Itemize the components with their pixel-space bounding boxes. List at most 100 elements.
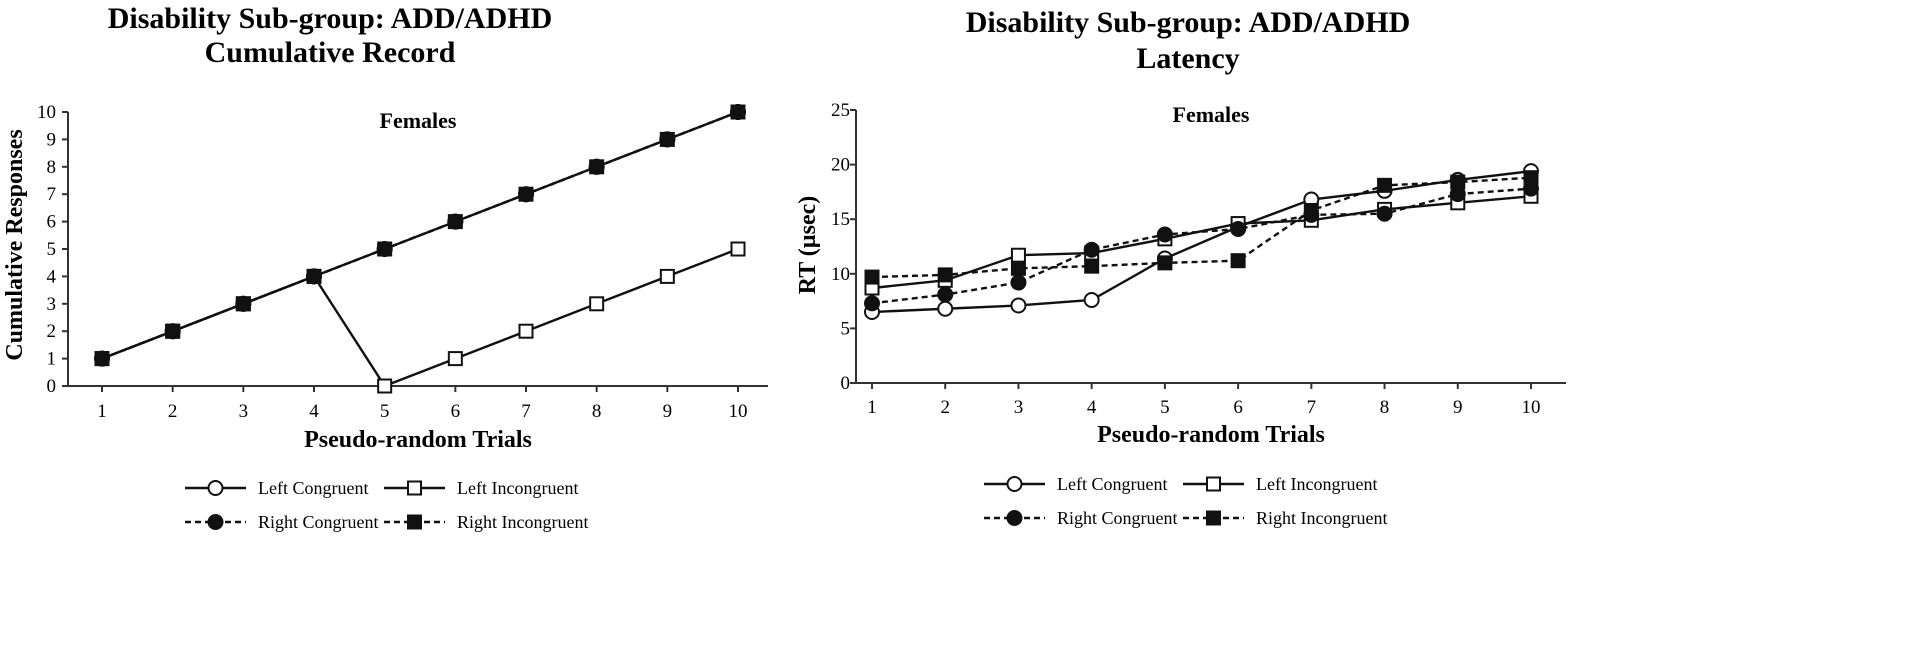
data-point — [1010, 297, 1027, 314]
data-point — [377, 378, 393, 394]
x-tick-label: 1 — [867, 397, 877, 418]
y-tick-label: 25 — [831, 100, 850, 121]
data-point — [1303, 202, 1319, 218]
legend: Left Congruent Left Incongruent Right Cong… — [185, 478, 588, 532]
series-line — [871, 169, 1532, 314]
legend-label: Right Incongruent — [1256, 508, 1387, 528]
chart-title-line-2: Latency — [1136, 42, 1239, 75]
x-tick-label: 8 — [1380, 397, 1390, 418]
legend-marker — [407, 514, 422, 530]
series-line — [871, 195, 1532, 290]
y-tick-label: 6 — [47, 212, 57, 233]
legend-label: Left Incongruent — [457, 478, 578, 498]
y-tick-label: 15 — [831, 209, 850, 230]
chart-subtitle: Females — [1173, 102, 1250, 127]
x-axis-title: Pseudo-random Trials — [1097, 422, 1325, 448]
data-point — [937, 286, 954, 303]
data-point — [1083, 241, 1100, 258]
data-point — [1010, 247, 1026, 263]
legend-label: Right Congruent — [1057, 508, 1178, 528]
data-point — [447, 351, 463, 367]
x-tick-label: 8 — [592, 401, 602, 422]
data-point — [1450, 174, 1466, 190]
data-point — [306, 268, 322, 284]
data-point — [377, 241, 393, 257]
chart-title-line-1: Disability Sub-group: ADD/ADHD — [966, 6, 1411, 39]
legend-marker — [207, 480, 224, 496]
x-tick-label: 7 — [521, 401, 531, 422]
chart-title-line-1: Disability Sub-group: ADD/ADHD — [108, 2, 553, 35]
data-point — [1157, 255, 1173, 271]
data-point — [730, 241, 746, 257]
y-tick-label: 8 — [47, 157, 57, 178]
x-tick-label: 9 — [663, 401, 673, 422]
data-point — [1523, 170, 1539, 186]
y-tick-label: 2 — [47, 321, 57, 342]
y-tick-label: 10 — [37, 102, 56, 123]
data-point — [1010, 274, 1027, 291]
series-left-congruent — [864, 163, 1539, 321]
data-point — [864, 269, 880, 285]
data-point — [589, 296, 605, 312]
data-point — [937, 300, 954, 317]
legend-marker — [1206, 510, 1221, 526]
x-tick-label: 2 — [168, 401, 178, 422]
legend-marker — [1006, 476, 1023, 492]
y-axis-title: Cumulative Responses — [2, 129, 28, 360]
chart-subtitle: Females — [380, 108, 457, 133]
x-tick-label: 5 — [380, 401, 390, 422]
y-tick-label: 20 — [831, 155, 850, 176]
data-point — [1230, 253, 1246, 269]
x-tick-label: 2 — [940, 397, 950, 418]
x-tick-label: 7 — [1307, 397, 1317, 418]
data-point — [518, 323, 534, 339]
data-point — [937, 267, 953, 283]
legend-label: Right Incongruent — [457, 512, 588, 532]
x-tick-label: 1 — [97, 401, 107, 422]
series-left-incongruent — [94, 241, 746, 394]
data-point — [1010, 260, 1026, 276]
x-tick-label: 9 — [1453, 397, 1463, 418]
x-tick-label: 10 — [729, 401, 748, 422]
legend-marker — [407, 480, 422, 496]
series-line — [101, 110, 739, 360]
data-point — [589, 159, 605, 175]
data-point — [730, 104, 746, 120]
legend: Left Congruent Left Incongruent Right Cong… — [984, 474, 1387, 528]
x-tick-label: 4 — [309, 401, 319, 422]
series-right-congruent — [864, 180, 1539, 312]
y-tick-label: 9 — [47, 129, 57, 150]
series-right-incongruent — [864, 170, 1539, 285]
y-tick-label: 10 — [831, 264, 850, 285]
series-left-incongruent — [864, 188, 1539, 296]
legend-label: Right Congruent — [258, 512, 379, 532]
data-point — [1156, 226, 1173, 243]
x-tick-label: 5 — [1160, 397, 1170, 418]
data-point — [1083, 292, 1100, 309]
data-point — [518, 186, 534, 202]
data-point — [447, 214, 463, 230]
y-tick-label: 0 — [841, 373, 851, 394]
y-tick-label: 5 — [47, 239, 57, 260]
series-line — [871, 187, 1532, 305]
data-point — [1376, 205, 1393, 222]
legend-label: Left Incongruent — [1256, 474, 1377, 494]
y-tick-label: 0 — [47, 376, 57, 397]
x-tick-label: 6 — [1233, 397, 1243, 418]
legend-marker — [207, 514, 224, 530]
data-point — [659, 131, 675, 147]
legend-marker — [1206, 476, 1221, 492]
series-line — [101, 247, 739, 388]
y-axis-title: RT (µsec) — [795, 196, 821, 295]
data-point — [94, 351, 110, 367]
y-tick-label: 7 — [47, 184, 57, 205]
data-point — [1230, 221, 1247, 238]
x-tick-label: 6 — [451, 401, 461, 422]
data-point — [235, 296, 251, 312]
legend-marker — [1006, 510, 1023, 526]
x-axis-title: Pseudo-random Trials — [304, 427, 532, 453]
y-tick-label: 3 — [47, 294, 57, 315]
series-line — [871, 176, 1532, 279]
